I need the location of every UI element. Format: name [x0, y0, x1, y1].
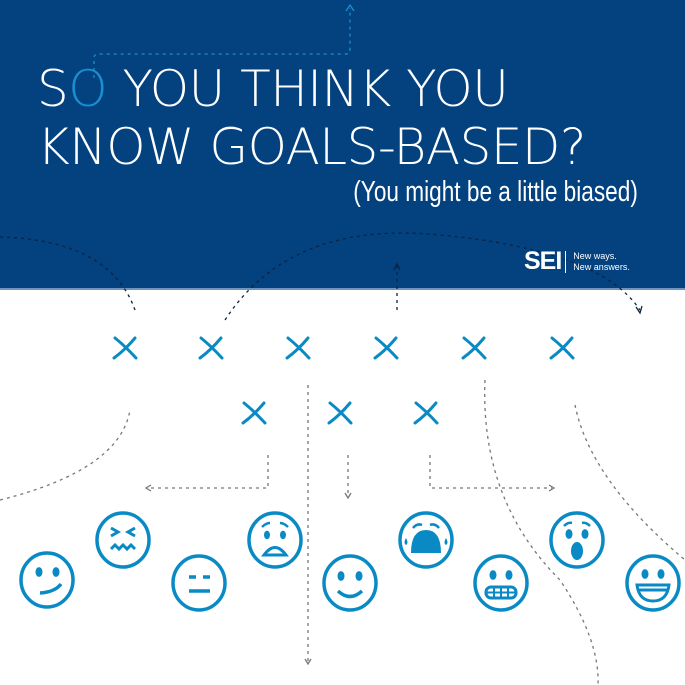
arrow-up-icon — [393, 262, 401, 271]
x-mark-icon — [373, 336, 399, 360]
banner-divider — [0, 288, 685, 290]
dashed-line-right — [429, 455, 552, 489]
logo-tagline: New ways. New answers. — [573, 251, 630, 273]
crying-icon — [398, 511, 454, 569]
title-text: YOU THINK YOU — [107, 60, 509, 118]
dashed-arc-left-low — [0, 409, 131, 501]
page-title-line2: KNOW GOALS-BASED? — [37, 118, 586, 176]
smile-icon — [322, 554, 378, 612]
sei-logo: SEI New ways. New answers. — [524, 247, 630, 276]
title-text: S — [37, 60, 69, 118]
arrow-left-icon — [144, 484, 152, 492]
grimacing-icon — [473, 554, 529, 612]
arrow-down-icon — [344, 492, 352, 500]
page-title-line1: SO YOU THINK YOU — [37, 64, 509, 114]
dashed-line-left — [148, 455, 269, 489]
title-accent-letter: O — [68, 60, 108, 118]
x-mark-icon — [241, 401, 267, 425]
x-mark-icon — [327, 401, 353, 425]
arrow-down-icon — [304, 658, 312, 666]
subtitle: (You might be a little biased) — [353, 176, 638, 208]
confounded-icon — [95, 511, 151, 569]
tagline-line2: New answers. — [573, 261, 630, 272]
dashed-curve-far-right — [574, 404, 685, 561]
dashed-path-top — [93, 8, 351, 78]
header-banner — [0, 0, 685, 288]
logo-mark: SEI — [524, 247, 562, 275]
x-mark-icon — [413, 401, 439, 425]
expressionless-icon — [171, 554, 227, 612]
logo-divider — [565, 250, 567, 273]
grinning-icon — [625, 554, 681, 612]
dashed-arc-left — [0, 236, 136, 311]
arrow-right-icon — [548, 484, 556, 492]
x-mark-icon — [285, 336, 311, 360]
arrow-up-icon — [345, 3, 355, 12]
x-mark-icon — [112, 336, 138, 360]
fearful-icon — [247, 511, 303, 569]
arrow-down-icon — [635, 305, 643, 315]
tagline-line1: New ways. — [573, 250, 617, 261]
x-mark-icon — [549, 336, 575, 360]
dashed-curve-right — [484, 379, 599, 685]
x-mark-icon — [461, 336, 487, 360]
slight-smile-icon — [19, 551, 75, 609]
x-mark-icon — [198, 336, 224, 360]
astonished-icon — [549, 511, 605, 569]
